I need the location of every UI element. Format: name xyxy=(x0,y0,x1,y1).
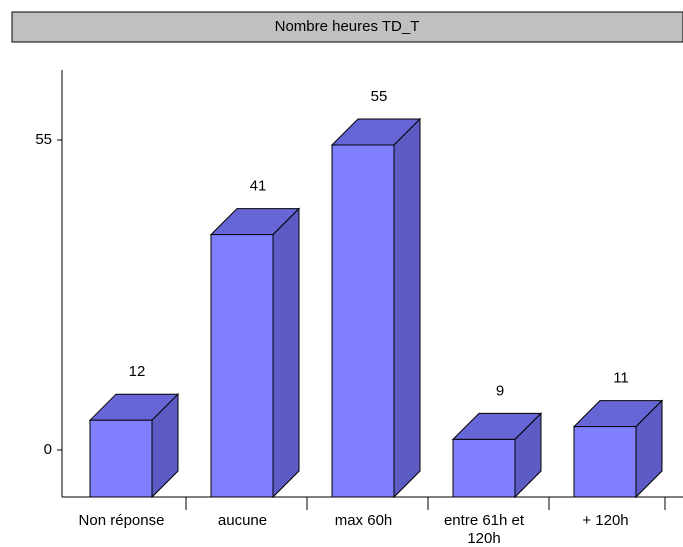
chart-title: Nombre heures TD_T xyxy=(275,18,420,35)
bar xyxy=(210,234,274,498)
data-label: 11 xyxy=(613,370,629,387)
data-label: 41 xyxy=(250,178,267,195)
bar-side xyxy=(393,117,421,499)
data-label: 12 xyxy=(129,363,146,380)
x-tick-label: entre 61h et 120h xyxy=(443,512,525,547)
bar xyxy=(452,438,516,498)
data-label: 9 xyxy=(496,382,504,399)
bar xyxy=(89,419,153,498)
y-tick-label: 55 xyxy=(35,131,52,148)
x-tick-label: max 60h xyxy=(334,512,393,529)
x-tick-label: aucune xyxy=(217,512,268,529)
x-tick-label: + 120h xyxy=(582,512,629,529)
bar-side xyxy=(272,207,300,499)
bar xyxy=(573,426,637,498)
y-tick-label: 0 xyxy=(44,441,52,458)
x-tick-label: Non réponse xyxy=(78,512,165,529)
bar xyxy=(331,144,395,498)
data-label: 55 xyxy=(371,88,388,105)
title-box xyxy=(11,11,683,43)
